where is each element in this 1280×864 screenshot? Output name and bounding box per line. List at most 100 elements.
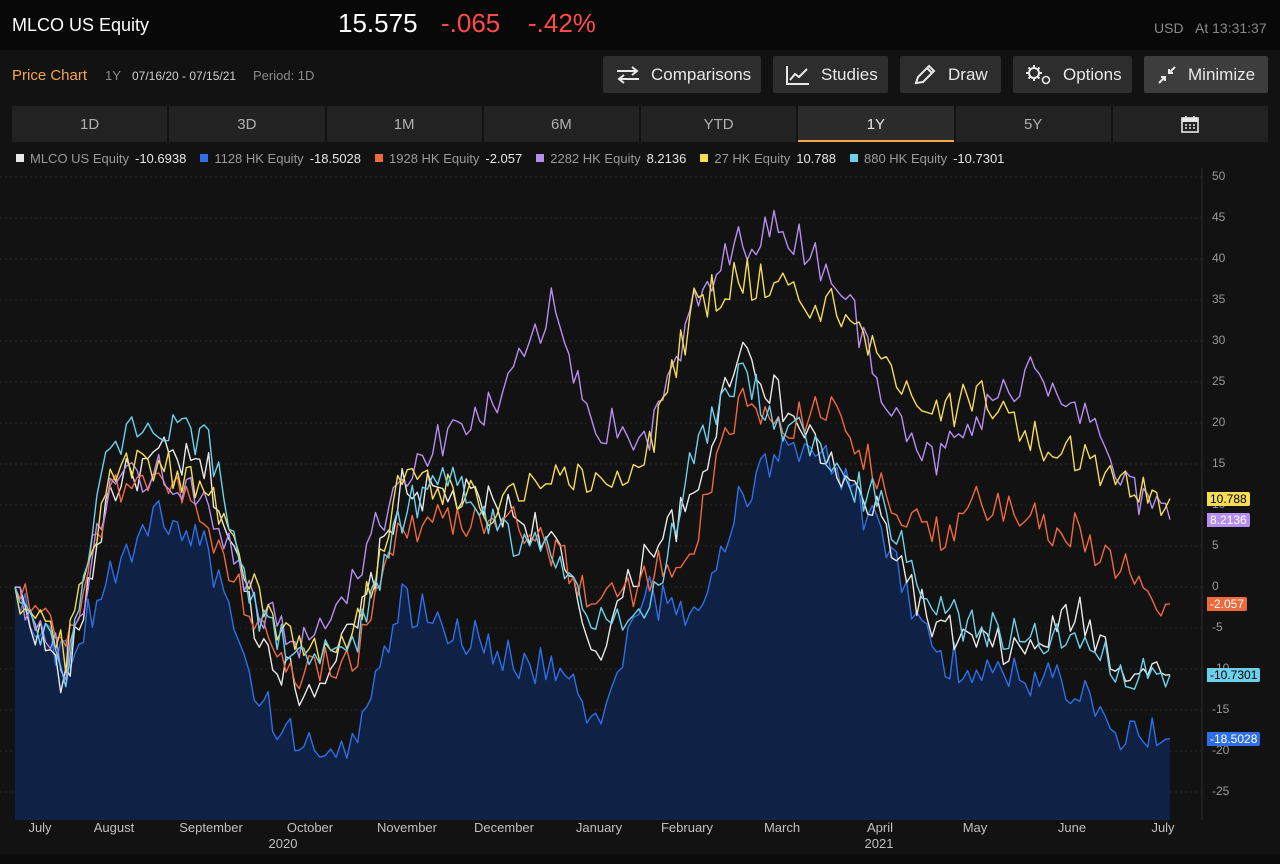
comparisons-button[interactable]: Comparisons bbox=[603, 56, 761, 93]
y-tick-label: 5 bbox=[1212, 538, 1219, 552]
x-tick-label: October bbox=[286, 820, 334, 835]
x-tick-label: May bbox=[962, 820, 988, 835]
legend-series-name: 1128 HK Equity bbox=[214, 150, 304, 166]
pencil-icon bbox=[914, 64, 936, 84]
x-tick-label: July bbox=[1151, 820, 1175, 835]
options-button[interactable]: Options bbox=[1013, 56, 1132, 93]
series-line-1928-hk-equity[interactable] bbox=[14, 387, 1171, 690]
legend-series-value: 8.2136 bbox=[646, 150, 687, 166]
series-line-27-hk-equity[interactable] bbox=[14, 258, 1171, 674]
y-tick-label: 25 bbox=[1212, 374, 1226, 388]
tab-1d[interactable]: 1D bbox=[12, 106, 168, 142]
legend-series-name: 1928 HK Equity bbox=[389, 150, 480, 166]
range-label: 1Y bbox=[105, 68, 121, 83]
legend-series-name: MLCO US Equity bbox=[30, 150, 129, 166]
last-value-tag: 8.2136 bbox=[1207, 512, 1250, 527]
y-tick-label: -5 bbox=[1212, 620, 1223, 634]
studies-chart-icon bbox=[786, 65, 809, 85]
y-tick-label: 40 bbox=[1212, 251, 1226, 265]
legend-swatch bbox=[375, 154, 384, 162]
price-chart-plot[interactable] bbox=[0, 168, 1280, 854]
minimize-button[interactable]: Minimize bbox=[1144, 56, 1268, 93]
studies-label: Studies bbox=[821, 64, 878, 84]
y-tick-label: -15 bbox=[1212, 702, 1230, 716]
legend-series-name: 27 HK Equity bbox=[714, 150, 791, 166]
series-area-1128-hk-equity bbox=[15, 435, 1170, 820]
studies-button[interactable]: Studies bbox=[773, 56, 888, 93]
swap-arrows-icon bbox=[617, 65, 639, 84]
tab-calendar[interactable] bbox=[1112, 106, 1268, 142]
last-value-tag: -10.7301 bbox=[1207, 667, 1261, 682]
minimize-label: Minimize bbox=[1188, 64, 1256, 84]
last-price: 15.575 bbox=[338, 8, 418, 38]
legend-series-name: 2282 HK Equity bbox=[550, 150, 641, 166]
bottom-strip bbox=[0, 854, 1280, 864]
x-tick-label: July bbox=[28, 820, 52, 835]
percent-change: -.42% bbox=[528, 8, 596, 38]
legend-series-value: -10.7301 bbox=[953, 150, 1005, 166]
period-label[interactable]: Period: 1D bbox=[253, 68, 315, 83]
series-line-2282-hk-equity[interactable] bbox=[14, 209, 1171, 681]
comparisons-label: Comparisons bbox=[651, 64, 752, 84]
tab-1m[interactable]: 1M bbox=[326, 106, 482, 142]
draw-button[interactable]: Draw bbox=[900, 56, 1001, 93]
y-tick-label: -20 bbox=[1212, 743, 1230, 757]
y-tick-label: 35 bbox=[1212, 292, 1226, 306]
y-tick-label: 0 bbox=[1212, 579, 1219, 593]
y-tick-label: 45 bbox=[1212, 210, 1226, 224]
last-value-tag: 10.788 bbox=[1207, 491, 1250, 506]
legend-item[interactable]: MLCO US Equity -10.6938 bbox=[16, 151, 186, 166]
legend-swatch bbox=[16, 154, 24, 162]
chart-legend: MLCO US Equity -10.6938 1128 HK Equity -18.… bbox=[16, 150, 1018, 166]
x-tick-label: August bbox=[93, 820, 135, 835]
minimize-arrows-icon bbox=[1158, 65, 1176, 84]
legend-series-value: 10.788 bbox=[796, 150, 836, 166]
y-tick-label: 20 bbox=[1212, 415, 1226, 429]
last-value-tag: -18.5028 bbox=[1207, 731, 1261, 746]
timestamp-label: At 13:31:37 bbox=[1195, 20, 1267, 36]
tab-6m[interactable]: 6M bbox=[483, 106, 639, 142]
year-label: 2021 bbox=[864, 836, 894, 851]
legend-series-value: -18.5028 bbox=[309, 150, 362, 166]
series-line-1128-hk-equity[interactable] bbox=[14, 435, 1171, 759]
y-tick-label: 30 bbox=[1212, 333, 1226, 347]
gear-icon bbox=[1026, 64, 1051, 84]
date-range-label[interactable]: 07/16/20 - 07/15/21 bbox=[132, 69, 237, 83]
header-bar: MLCO US Equity 15.575 -.065 -.42% USD At… bbox=[0, 0, 1280, 50]
legend-swatch bbox=[849, 154, 858, 162]
x-tick-label: November bbox=[377, 820, 437, 835]
legend-swatch bbox=[536, 154, 545, 162]
series-line-mlco-us-equity[interactable] bbox=[14, 341, 1171, 707]
y-tick-label: 50 bbox=[1212, 169, 1226, 183]
legend-item[interactable]: 1128 HK Equity -18.5028 bbox=[200, 151, 361, 166]
legend-swatch bbox=[700, 154, 709, 162]
x-tick-label: March bbox=[763, 820, 801, 835]
tab-1y[interactable]: 1Y bbox=[798, 106, 954, 142]
y-tick-label: 15 bbox=[1212, 456, 1226, 470]
ticker-label[interactable]: MLCO US Equity bbox=[12, 15, 150, 35]
year-label: 2020 bbox=[268, 836, 298, 851]
x-tick-label: February bbox=[660, 820, 714, 835]
y-tick-label: -25 bbox=[1212, 784, 1230, 798]
legend-series-value: -2.057 bbox=[485, 150, 523, 166]
tab-ytd[interactable]: YTD bbox=[641, 106, 797, 142]
x-tick-label: April bbox=[866, 820, 894, 835]
draw-label: Draw bbox=[948, 64, 988, 84]
options-label: Options bbox=[1063, 64, 1122, 84]
legend-swatch bbox=[200, 154, 209, 162]
last-value-tag: -2.057 bbox=[1207, 596, 1248, 611]
currency-label: USD bbox=[1154, 20, 1184, 36]
x-tick-label: June bbox=[1057, 820, 1087, 835]
range-tabs: 1D 3D 1M 6M YTD 1Y 5Y bbox=[12, 106, 1268, 142]
x-tick-label: January bbox=[575, 820, 623, 835]
legend-item[interactable]: 2282 HK Equity 8.2136 bbox=[536, 151, 686, 166]
tab-3d[interactable]: 3D bbox=[169, 106, 325, 142]
tab-5y[interactable]: 5Y bbox=[955, 106, 1111, 142]
x-tick-label: September bbox=[179, 820, 243, 835]
legend-item[interactable]: 1928 HK Equity -2.057 bbox=[375, 151, 522, 166]
legend-item[interactable]: 880 HK Equity -10.7301 bbox=[849, 150, 1005, 166]
calendar-icon bbox=[1181, 116, 1200, 133]
legend-item[interactable]: 27 HK Equity 10.788 bbox=[700, 151, 836, 166]
series-line-880-hk-equity[interactable] bbox=[14, 362, 1171, 690]
